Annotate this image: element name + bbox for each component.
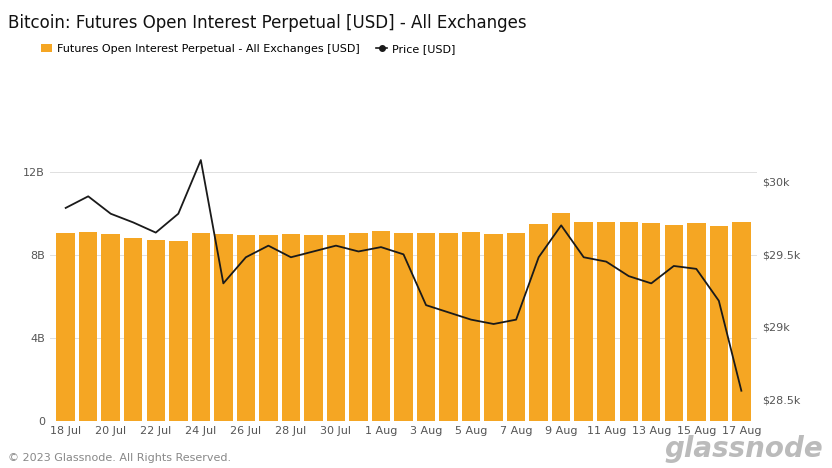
Bar [484,234,503,421]
Text: © 2023 Glassnode. All Rights Reserved.: © 2023 Glassnode. All Rights Reserved. [8,453,231,463]
Bar [417,233,435,421]
Bar [305,234,323,421]
Bar [102,234,120,421]
Bar [687,223,706,421]
Bar [146,240,165,421]
Bar [259,234,278,421]
Bar [597,222,616,421]
Bar [169,241,187,421]
Bar [552,213,571,421]
Bar [462,232,480,421]
Bar [214,234,233,421]
Bar [439,233,458,421]
Bar [372,231,390,421]
Bar [665,225,683,421]
Bar [282,234,300,421]
Bar [191,233,210,421]
Bar [79,232,97,421]
Bar [642,223,661,421]
Bar [574,222,593,421]
Text: Bitcoin: Futures Open Interest Perpetual [USD] - All Exchanges: Bitcoin: Futures Open Interest Perpetual… [8,14,527,32]
Legend: Futures Open Interest Perpetual - All Exchanges [USD], Price [USD]: Futures Open Interest Perpetual - All Ex… [42,44,455,54]
Bar [620,222,638,421]
Bar [124,238,142,421]
Bar [57,233,75,421]
Bar [507,233,525,421]
Bar [394,233,413,421]
Bar [732,222,750,421]
Bar [236,234,255,421]
Bar [710,227,728,421]
Bar [349,233,368,421]
Bar [327,234,345,421]
Bar [529,224,548,421]
Text: glassnode: glassnode [665,435,824,463]
